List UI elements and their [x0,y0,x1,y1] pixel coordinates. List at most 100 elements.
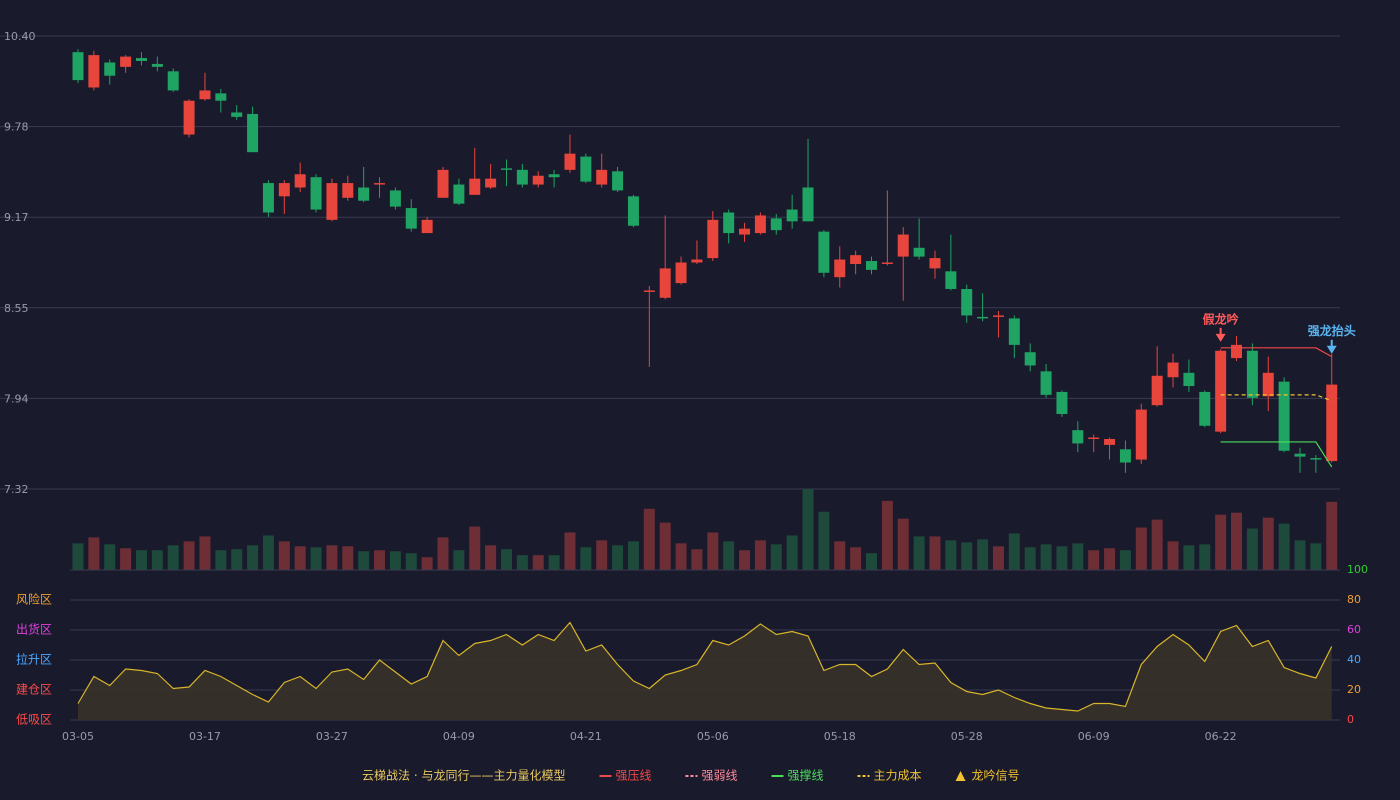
indicator-area [78,622,1332,720]
y-tick-label: 8.55 [4,302,29,315]
y-tick-label: 7.94 [4,392,29,405]
volume-bar [1024,547,1036,570]
volume-bar [675,543,687,570]
volume-bar [1040,544,1052,570]
candle-body [278,183,290,197]
y-tick-label: 40 [1347,653,1361,666]
candle-body [1326,384,1338,462]
candle-body [612,171,624,191]
volume-bar [485,545,497,570]
zone-label: 建仓区 [16,683,52,697]
candle-body [675,262,687,284]
volume-bar [453,550,465,570]
candle-body [1135,409,1147,460]
y-tick-label: 7.32 [4,483,29,496]
candle-body [881,262,893,264]
candle-body [500,168,512,170]
volume-bar [1262,517,1274,570]
candle-body [850,255,862,264]
candle-body [1231,344,1243,359]
candle-body [469,178,481,195]
volume-bar [469,526,481,570]
volume-bar [564,532,576,570]
candle-body [231,112,243,117]
candle-body [754,215,766,234]
candle-body [945,271,957,289]
candle-body [1167,362,1179,378]
volume-bar [421,557,433,570]
volume-bar [929,536,941,570]
volume-bar [326,545,338,570]
x-tick-label: 03-27 [316,730,348,743]
candle-body [532,175,544,185]
candle-body [723,212,735,234]
candle-body [120,56,132,67]
signal-label: 假龙吟 [1203,311,1239,326]
candle-body [167,71,179,91]
y-tick-label: 0 [1347,713,1354,726]
candle-body [1072,430,1084,444]
volume-bar [247,545,259,570]
volume-bar [1294,540,1306,570]
candle-body [1040,371,1052,395]
volume-bar [1310,543,1322,570]
volume-bar [262,535,274,570]
candle-body [1088,437,1100,439]
volume-bar [866,553,877,570]
candle-body [1262,372,1274,397]
candle-body [786,209,798,222]
volume-bar [945,540,957,570]
volume-bar [374,550,386,570]
volume-bar [961,542,973,570]
candle-body [627,196,639,226]
candle-body [453,184,465,204]
candle-body [215,93,227,101]
candle-body [262,183,274,213]
candle-body [199,90,211,100]
candle-body [389,190,401,207]
legend-marker [955,771,966,781]
volume-bar [596,540,608,570]
x-tick-label: 06-09 [1078,730,1110,743]
candle-body [961,288,973,316]
volume-bar [627,541,639,570]
candle-body [818,231,830,273]
candle-body [1056,391,1068,414]
volume-bar [1326,501,1338,570]
legend-label: 强压线 [615,769,651,783]
volume-bar [913,536,925,570]
candle-body [1215,350,1227,432]
candle-body [707,219,719,259]
x-tick-label: 05-18 [824,730,856,743]
volume-bar [707,532,719,570]
volume-bar [215,550,227,570]
volume-bar [770,544,782,570]
volume-bar [1119,550,1131,570]
x-tick-label: 06-22 [1205,730,1237,743]
volume-bar [850,547,862,570]
volume-bar [802,489,814,570]
indicator-line [1220,347,1333,358]
y-tick-label: 9.17 [4,211,29,224]
x-tick-label: 04-21 [570,730,602,743]
volume-bar [1183,545,1195,570]
volume-bar [151,550,163,570]
volume-bar [881,500,893,570]
volume-bar [358,551,370,570]
candle-body [358,187,370,201]
candle-body [342,183,354,198]
candle-body [135,58,147,62]
legend-title: 云梯战法 · 与龙同行——主力量化模型 [362,769,565,783]
candle-body [897,234,909,257]
x-tick-label: 05-28 [951,730,983,743]
volume-bar [897,518,909,570]
volume-bar [405,553,417,570]
candle-body [1278,381,1290,451]
volume-bar [786,535,798,570]
candle-body [770,218,782,231]
zone-label: 低吸区 [16,713,52,727]
legend-label: 强弱线 [701,769,737,783]
zone-label: 拉升区 [16,652,52,667]
candle-body [1310,458,1322,460]
